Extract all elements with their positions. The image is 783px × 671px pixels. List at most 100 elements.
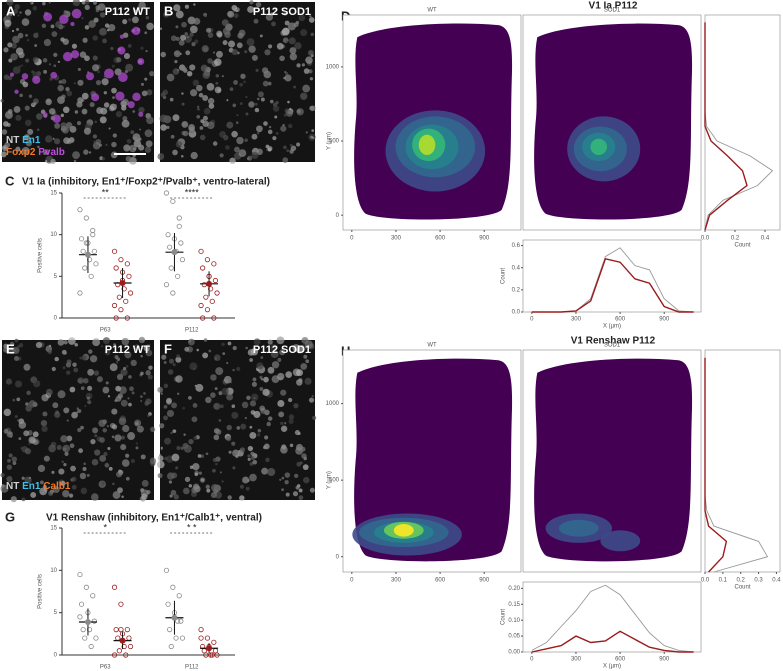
cell <box>276 132 279 135</box>
cell <box>239 82 244 87</box>
data-point <box>91 618 97 624</box>
cell <box>288 123 293 129</box>
data-point <box>165 601 171 607</box>
cell <box>77 409 82 414</box>
cell <box>226 393 234 401</box>
cell <box>43 69 48 74</box>
cell <box>215 462 218 466</box>
cell <box>170 489 177 496</box>
cell <box>3 408 12 417</box>
cell <box>141 90 148 97</box>
pvalb-cell <box>52 114 61 123</box>
data-point <box>211 315 217 321</box>
cell <box>82 37 88 43</box>
map-label: SOD1 <box>604 343 621 349</box>
cell <box>261 467 269 475</box>
data-point <box>176 215 182 221</box>
cell <box>120 435 125 440</box>
cell <box>122 424 130 433</box>
panel-letter: F <box>164 341 172 356</box>
cell <box>304 340 313 349</box>
cell <box>225 145 230 150</box>
cell <box>207 58 213 64</box>
cell <box>15 146 21 152</box>
pvalb-cell <box>59 14 69 24</box>
cell <box>14 415 18 418</box>
cell <box>157 455 164 462</box>
cell <box>21 146 30 155</box>
cell <box>60 37 65 42</box>
cell <box>6 122 11 127</box>
cell <box>253 396 256 400</box>
cell <box>284 71 287 74</box>
cell <box>32 56 39 63</box>
cell <box>200 119 205 124</box>
cell <box>94 120 98 124</box>
data-point <box>211 639 217 645</box>
cell <box>286 40 289 43</box>
cell <box>129 144 137 153</box>
cell <box>65 122 73 129</box>
marginal-frame <box>522 581 702 653</box>
cell <box>232 449 240 457</box>
cell <box>145 140 153 148</box>
cell <box>192 79 200 87</box>
cell <box>192 463 200 471</box>
cell <box>79 472 87 480</box>
cell <box>48 444 56 453</box>
y-tick-label: 0.0 <box>512 310 521 316</box>
cell <box>271 21 276 27</box>
cell <box>97 3 106 11</box>
data-point <box>90 593 96 599</box>
cell <box>249 400 257 407</box>
cell <box>272 136 277 141</box>
cell <box>263 121 268 126</box>
cell <box>177 392 180 395</box>
cell <box>8 58 13 63</box>
pvalb-cell <box>70 21 75 27</box>
data-point <box>83 215 89 221</box>
cell <box>236 42 243 49</box>
cell <box>17 32 24 39</box>
pvalb-cell <box>70 50 80 59</box>
cell <box>293 85 297 89</box>
cell <box>215 74 220 78</box>
data-point <box>90 232 96 238</box>
cell <box>309 15 312 18</box>
cell <box>279 478 282 481</box>
cell <box>93 1 97 5</box>
cell <box>308 17 315 23</box>
cell <box>93 140 97 144</box>
data-point <box>214 290 220 296</box>
data-point <box>198 626 204 633</box>
cell <box>66 419 69 422</box>
cell <box>171 453 180 462</box>
cell <box>172 149 178 156</box>
cell <box>221 480 224 483</box>
cell <box>62 447 67 452</box>
x-tick-label: 300 <box>571 657 582 663</box>
cell <box>269 99 274 104</box>
cell <box>122 115 128 122</box>
data-point <box>167 626 173 633</box>
cell <box>72 0 81 7</box>
cell <box>284 472 291 478</box>
cell <box>1 129 8 135</box>
cell <box>300 345 305 350</box>
cell <box>282 157 289 163</box>
cell <box>71 43 78 49</box>
cell <box>239 495 245 501</box>
cell <box>213 434 220 441</box>
cell <box>214 387 218 391</box>
cell <box>95 5 101 10</box>
cell <box>257 97 260 101</box>
cell <box>221 387 229 396</box>
cell <box>215 50 223 58</box>
cell <box>197 454 202 458</box>
cell <box>225 435 232 442</box>
cell <box>51 31 58 37</box>
cell <box>102 38 107 44</box>
cell <box>190 30 193 33</box>
cell <box>260 356 264 359</box>
mean-marker <box>206 645 213 652</box>
